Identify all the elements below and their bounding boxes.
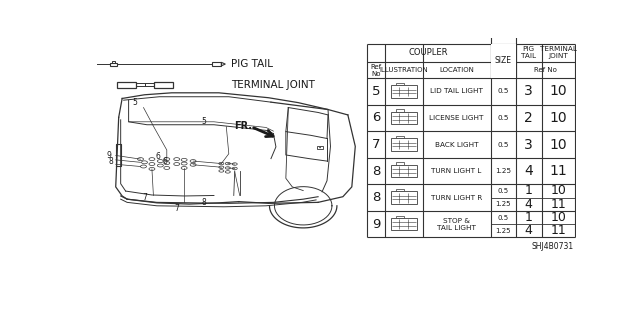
Text: Ref No: Ref No — [534, 67, 557, 73]
Bar — [110, 63, 116, 65]
Text: 9: 9 — [372, 218, 380, 231]
Bar — [112, 61, 115, 63]
Text: 1.25: 1.25 — [495, 228, 511, 234]
Text: 11: 11 — [550, 224, 566, 237]
Text: 5: 5 — [372, 85, 380, 98]
Bar — [154, 82, 173, 88]
Text: 0.5: 0.5 — [497, 188, 509, 194]
Text: PIG TAIL: PIG TAIL — [231, 59, 273, 69]
Bar — [117, 82, 136, 88]
Text: 8: 8 — [202, 198, 206, 207]
Text: 9: 9 — [106, 151, 111, 160]
Text: 6: 6 — [163, 157, 168, 166]
Text: 10: 10 — [550, 211, 566, 224]
Text: STOP &
TAIL LIGHT: STOP & TAIL LIGHT — [437, 218, 476, 231]
Text: 4: 4 — [524, 164, 533, 178]
Bar — [391, 191, 417, 204]
Text: 6: 6 — [156, 152, 161, 161]
Text: 1.25: 1.25 — [495, 201, 511, 207]
Text: PIG
TAIL: PIG TAIL — [521, 47, 536, 60]
Text: 6: 6 — [372, 111, 380, 124]
Bar — [491, 44, 516, 78]
Text: Ref
No: Ref No — [371, 64, 381, 77]
Text: 8: 8 — [372, 191, 380, 204]
Bar — [396, 136, 404, 138]
Text: TERMINAL
JOINT: TERMINAL JOINT — [540, 47, 577, 60]
Text: TERMINAL JOINT: TERMINAL JOINT — [231, 80, 315, 90]
Text: 0.5: 0.5 — [497, 88, 509, 94]
Bar — [391, 218, 417, 230]
Text: 0.5: 0.5 — [497, 214, 509, 220]
Text: SHJ4B0731: SHJ4B0731 — [531, 242, 573, 251]
Text: 1: 1 — [525, 184, 532, 197]
Text: 8: 8 — [372, 165, 380, 178]
Text: LICENSE LIGHT: LICENSE LIGHT — [429, 115, 484, 121]
Text: 4: 4 — [525, 224, 532, 237]
Bar — [317, 146, 323, 149]
Text: 0.5: 0.5 — [497, 142, 509, 147]
Text: 3: 3 — [524, 85, 533, 99]
Text: 8: 8 — [108, 157, 113, 166]
Text: 1: 1 — [525, 211, 532, 224]
Text: 7: 7 — [372, 138, 380, 151]
Bar — [391, 85, 417, 98]
Bar — [136, 84, 145, 86]
Bar — [212, 62, 221, 66]
Text: 5: 5 — [132, 98, 137, 107]
Bar — [396, 83, 404, 85]
Text: 10: 10 — [550, 137, 567, 152]
Text: 10: 10 — [550, 85, 567, 99]
Bar — [396, 162, 404, 165]
Text: TURN LIGHT L: TURN LIGHT L — [431, 168, 482, 174]
Text: 10: 10 — [550, 111, 567, 125]
Bar — [391, 165, 417, 177]
Text: FR.: FR. — [234, 121, 252, 131]
Text: 10: 10 — [550, 184, 566, 197]
Text: SIZE: SIZE — [495, 56, 511, 65]
Text: LOCATION: LOCATION — [439, 67, 474, 73]
Text: COUPLER: COUPLER — [409, 48, 449, 57]
Text: 7: 7 — [174, 204, 179, 213]
Bar — [391, 138, 417, 151]
Text: 7: 7 — [142, 193, 147, 203]
Bar — [396, 216, 404, 218]
Text: 11: 11 — [550, 198, 566, 211]
Bar — [391, 112, 417, 124]
Text: 2: 2 — [524, 111, 533, 125]
Text: TURN LIGHT R: TURN LIGHT R — [431, 195, 482, 201]
Bar — [145, 84, 154, 86]
Bar — [396, 189, 404, 191]
Text: BACK LIGHT: BACK LIGHT — [435, 142, 478, 147]
Text: 11: 11 — [550, 164, 567, 178]
Text: 1.25: 1.25 — [495, 168, 511, 174]
Text: 3: 3 — [524, 137, 533, 152]
Text: ILLUSTRATION: ILLUSTRATION — [380, 67, 428, 73]
Bar — [396, 109, 404, 112]
Text: 0.5: 0.5 — [497, 115, 509, 121]
Text: 4: 4 — [525, 198, 532, 211]
Text: LID TAIL LIGHT: LID TAIL LIGHT — [430, 88, 483, 94]
Text: 5: 5 — [202, 117, 207, 126]
